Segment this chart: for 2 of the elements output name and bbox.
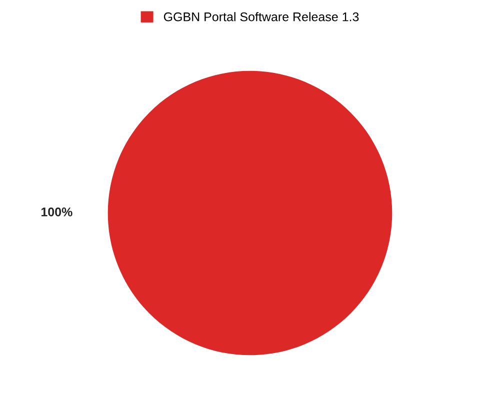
legend-label: GGBN Portal Software Release 1.3 bbox=[164, 12, 359, 22]
data-label: 100% bbox=[41, 208, 72, 216]
